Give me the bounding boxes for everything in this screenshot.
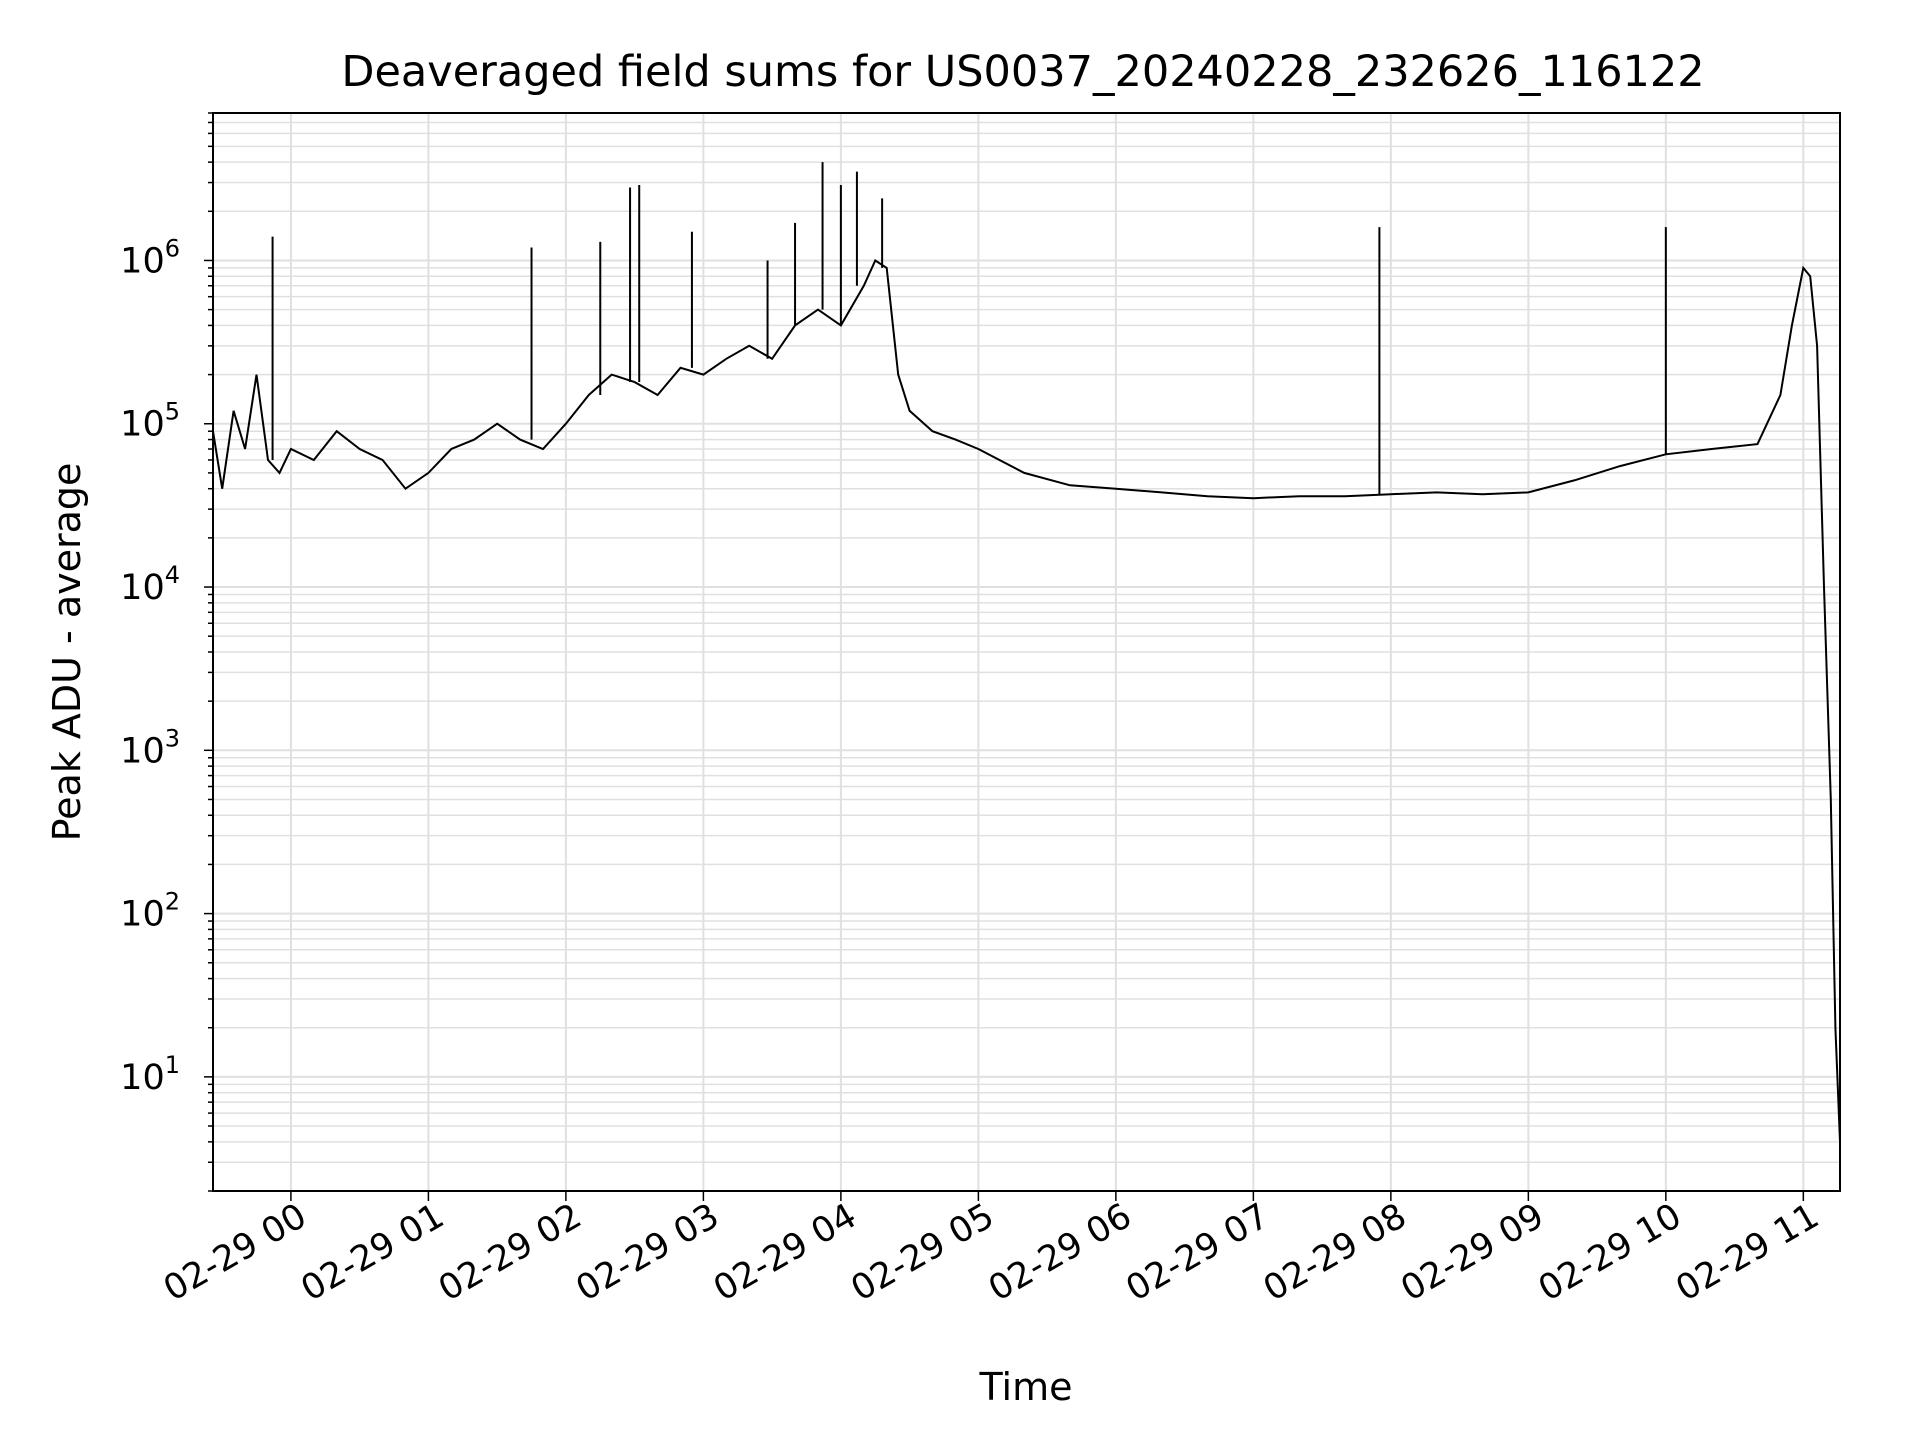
series-line <box>212 259 1841 1142</box>
grid <box>213 112 1840 1192</box>
y-axis-label: Peak ADU - average <box>45 463 89 842</box>
chart-title: Deaveraged field sums for US0037_2024022… <box>341 47 1704 97</box>
y-tick-label: 103 <box>120 724 180 771</box>
y-tick-label: 101 <box>120 1051 180 1098</box>
series-group <box>212 162 1841 1142</box>
y-tick-label: 104 <box>120 561 180 608</box>
y-axis: 101 102 103 104 105 106 <box>120 112 213 1192</box>
y-tick-label: 102 <box>120 888 180 935</box>
y-tick-label: 105 <box>120 398 180 445</box>
y-tick-label: 106 <box>120 234 180 281</box>
x-axis-label: Time <box>979 1365 1073 1409</box>
